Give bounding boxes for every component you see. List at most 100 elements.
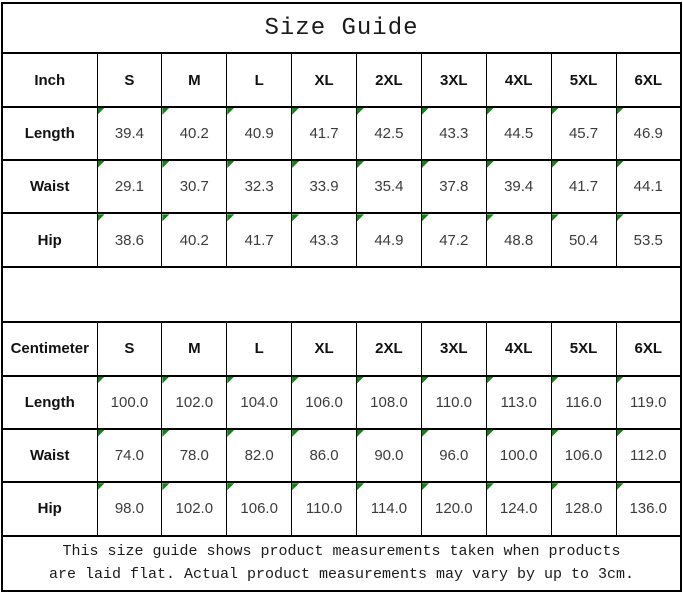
green-corner-flag-icon xyxy=(292,162,300,169)
row-label-length: Length xyxy=(1,105,98,162)
table-row: Waist 29.1 30.7 32.3 33.9 35.4 37.8 39.4… xyxy=(1,159,682,215)
title-row: Size Guide xyxy=(1,1,682,55)
cell-value: 47.2 xyxy=(439,231,469,249)
table-row: Hip 38.6 40.2 41.7 43.3 44.9 47.2 48.8 5… xyxy=(1,212,682,268)
table-cell: 39.4 xyxy=(96,105,163,162)
green-corner-flag-icon xyxy=(227,430,235,437)
cell-value: 113.0 xyxy=(500,393,537,411)
green-corner-flag-icon xyxy=(97,108,105,115)
green-corner-flag-icon xyxy=(357,108,364,115)
table-cell: 100.0 xyxy=(485,427,552,484)
cell-value: 78.0 xyxy=(179,447,209,465)
cell-value: 41.7 xyxy=(309,124,339,142)
cell-value: 116.0 xyxy=(565,393,602,411)
column-header-size-4xl: 4XL xyxy=(485,321,552,377)
cell-value: 108.0 xyxy=(370,393,408,411)
cell-value: 74.0 xyxy=(114,447,145,465)
column-header-size-5xl: 5XL xyxy=(550,321,617,377)
green-corner-flag-icon xyxy=(552,108,559,115)
green-corner-flag-icon xyxy=(162,108,170,115)
column-header-size-5xl: 5XL xyxy=(550,52,617,108)
footer-note-line1: This size guide shows product measuremen… xyxy=(62,543,621,561)
green-corner-flag-icon xyxy=(617,162,624,169)
row-label-hip: Hip xyxy=(1,481,98,537)
green-corner-flag-icon xyxy=(162,377,170,384)
green-corner-flag-icon xyxy=(97,430,105,437)
table-cell: 40.9 xyxy=(226,105,293,162)
centimeter-header-row: Centimeter S M L XL 2XL 3XL 4XL 5XL 6XL xyxy=(1,321,682,377)
cell-value: 114.0 xyxy=(370,500,408,518)
row-label-waist: Waist xyxy=(1,427,98,484)
row-label-waist: Waist xyxy=(1,159,98,215)
table-cell: 74.0 xyxy=(96,427,163,484)
table-cell: 98.0 xyxy=(96,481,163,537)
green-corner-flag-icon xyxy=(487,430,494,437)
table-cell: 106.0 xyxy=(550,427,617,484)
cell-value: 43.3 xyxy=(439,124,469,142)
cell-value: 44.9 xyxy=(374,231,404,249)
cell-value: 53.5 xyxy=(633,231,663,249)
cell-value: 32.3 xyxy=(244,178,274,196)
green-corner-flag-icon xyxy=(422,215,429,222)
green-corner-flag-icon xyxy=(422,377,429,384)
cell-value: 106.0 xyxy=(240,500,278,518)
cell-value: 35.4 xyxy=(374,178,404,196)
table-cell: 136.0 xyxy=(615,481,682,537)
column-header-size-s: S xyxy=(96,52,163,108)
green-corner-flag-icon xyxy=(552,162,559,169)
table-cell: 44.5 xyxy=(485,105,552,162)
column-header-size-4xl: 4XL xyxy=(485,52,552,108)
cell-value: 112.0 xyxy=(630,447,667,465)
green-corner-flag-icon xyxy=(487,484,494,491)
cell-value: 128.0 xyxy=(564,500,603,518)
cell-value: 46.9 xyxy=(633,124,663,142)
spacer-row xyxy=(1,265,682,324)
column-header-size-xl: XL xyxy=(291,52,357,108)
footer-note-line2: are laid flat. Actual product measuremen… xyxy=(48,566,635,584)
green-corner-flag-icon xyxy=(617,215,624,222)
table-row: Hip 98.0 102.0 106.0 110.0 114.0 120.0 1… xyxy=(1,481,682,537)
green-corner-flag-icon xyxy=(162,430,170,437)
cell-value: 30.7 xyxy=(179,178,209,196)
cell-value: 136.0 xyxy=(629,500,668,518)
row-label-hip: Hip xyxy=(1,212,98,268)
cell-value: 104.0 xyxy=(240,393,278,411)
cell-value: 86.0 xyxy=(309,447,339,465)
table-cell: 124.0 xyxy=(485,481,552,537)
table-row: Length 100.0 102.0 104.0 106.0 108.0 110… xyxy=(1,374,682,430)
table-row: Waist 74.0 78.0 82.0 86.0 90.0 96.0 100.… xyxy=(1,427,682,484)
row-label-length: Length xyxy=(1,374,98,430)
table-cell: 41.7 xyxy=(550,159,617,215)
green-corner-flag-icon xyxy=(552,215,559,222)
cell-value: 100.0 xyxy=(499,447,538,465)
table-cell: 104.0 xyxy=(226,374,293,430)
green-corner-flag-icon xyxy=(227,215,235,222)
cell-value: 39.4 xyxy=(504,178,534,196)
green-corner-flag-icon xyxy=(487,162,494,169)
table-cell: 116.0 xyxy=(550,374,617,430)
cell-value: 40.9 xyxy=(244,124,274,142)
cell-value: 41.7 xyxy=(244,231,274,249)
table-cell: 102.0 xyxy=(161,481,228,537)
column-header-size-6xl: 6XL xyxy=(615,52,682,108)
cell-value: 119.0 xyxy=(630,393,667,411)
green-corner-flag-icon xyxy=(617,430,624,437)
cell-value: 40.2 xyxy=(179,231,209,249)
green-corner-flag-icon xyxy=(227,484,235,491)
cell-value: 44.1 xyxy=(633,178,663,196)
cell-value: 50.4 xyxy=(568,231,599,249)
cell-value: 41.7 xyxy=(568,178,599,196)
green-corner-flag-icon xyxy=(487,377,494,384)
green-corner-flag-icon xyxy=(552,484,559,491)
green-corner-flag-icon xyxy=(162,162,170,169)
cell-value: 42.5 xyxy=(374,124,404,142)
table-cell: 90.0 xyxy=(356,427,422,484)
cell-value: 100.0 xyxy=(110,393,149,411)
table-cell: 45.7 xyxy=(550,105,617,162)
cell-value: 102.0 xyxy=(175,500,214,518)
table-cell: 82.0 xyxy=(226,427,293,484)
table-cell: 119.0 xyxy=(615,374,682,430)
green-corner-flag-icon xyxy=(292,215,300,222)
table-cell: 53.5 xyxy=(615,212,682,268)
